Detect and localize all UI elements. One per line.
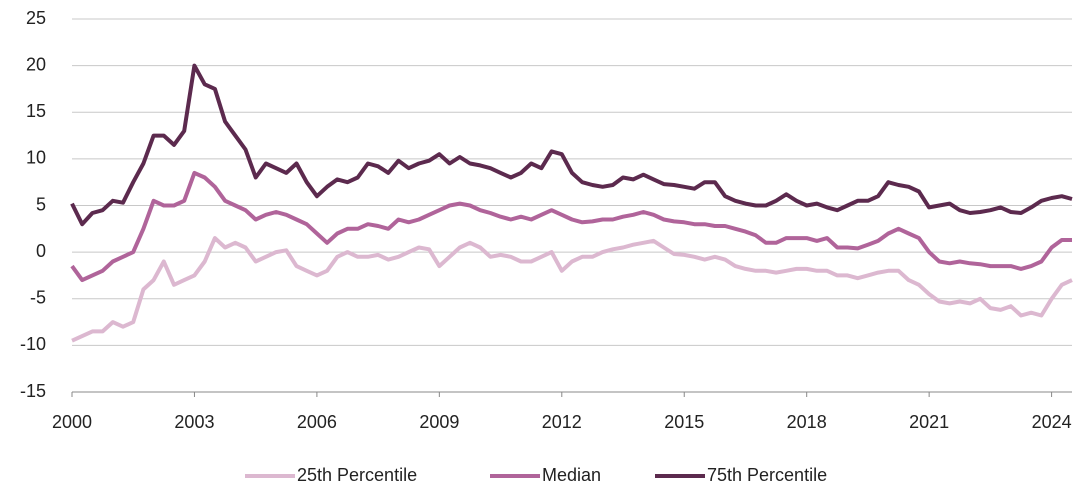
- series-line: [70, 63, 1073, 227]
- y-tick-label: 15: [26, 101, 46, 121]
- x-tick-label: 2012: [542, 412, 582, 432]
- y-tick-label: 20: [26, 54, 46, 74]
- y-tick-label: 5: [36, 194, 46, 214]
- legend-label: 25th Percentile: [297, 465, 417, 485]
- y-tick-label: 10: [26, 148, 46, 168]
- x-tick-label: 2018: [787, 412, 827, 432]
- y-tick-label: -15: [20, 381, 46, 401]
- y-tick-label: -5: [30, 288, 46, 308]
- series-line: [70, 170, 1072, 283]
- x-tick-label: 2000: [52, 412, 92, 432]
- x-tick-label: 2009: [419, 412, 459, 432]
- x-tick-label: 2015: [664, 412, 704, 432]
- series-line: [71, 236, 1073, 343]
- x-tick-label: 2024: [1032, 412, 1072, 432]
- y-tick-label: 0: [36, 241, 46, 261]
- x-tick-label: 2003: [174, 412, 214, 432]
- x-tick-label: 2006: [297, 412, 337, 432]
- legend-label: 75th Percentile: [707, 465, 827, 485]
- y-tick-label: 25: [26, 8, 46, 28]
- legend-label: Median: [542, 465, 601, 485]
- x-tick-label: 2021: [909, 412, 949, 432]
- y-tick-label: -10: [20, 334, 46, 354]
